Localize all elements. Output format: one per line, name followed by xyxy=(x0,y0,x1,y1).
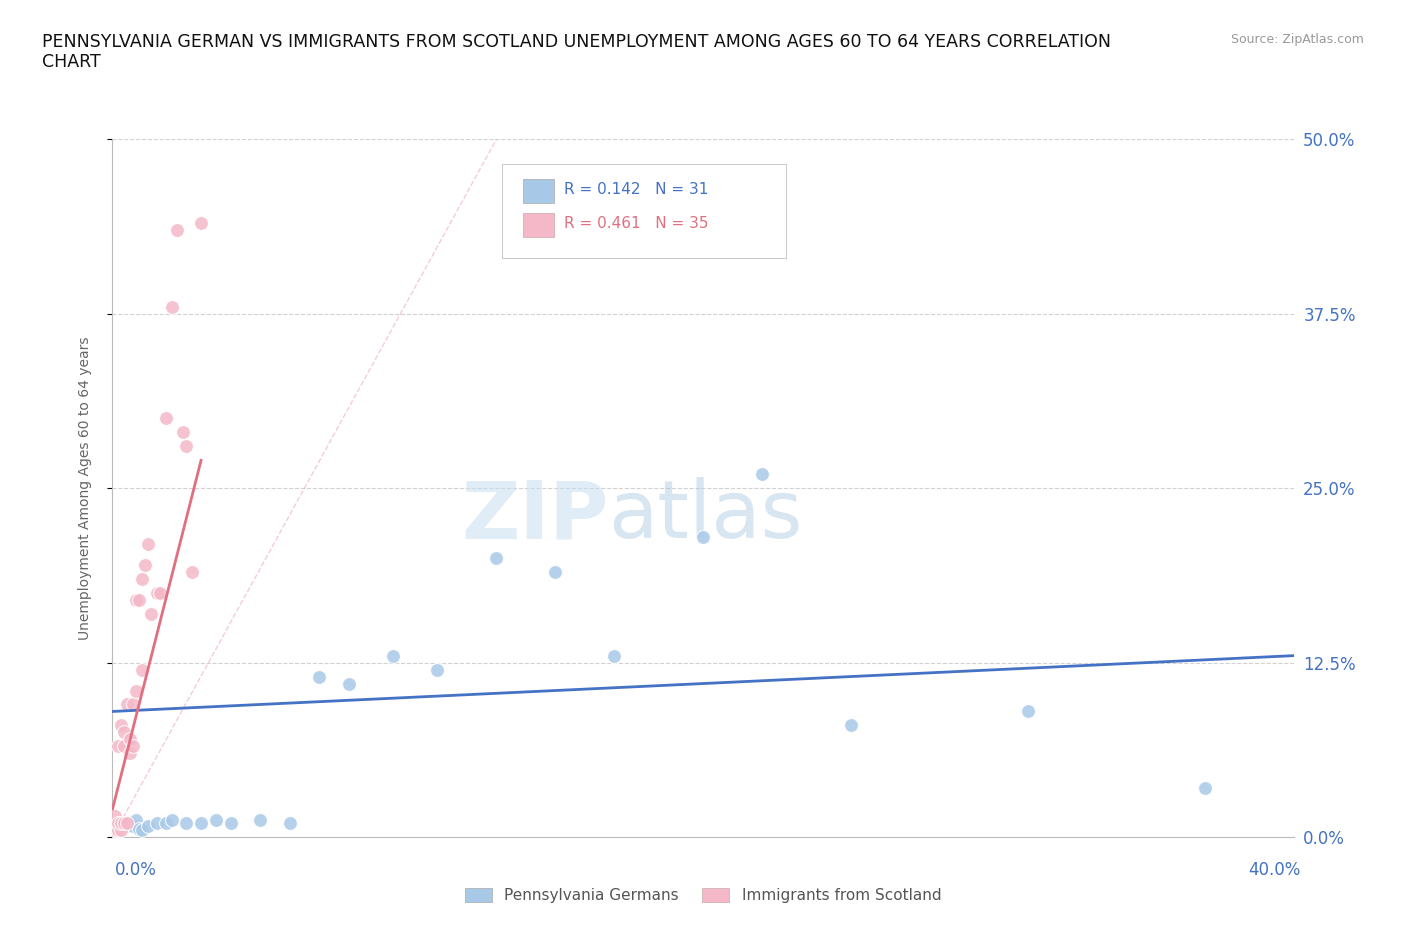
Point xyxy=(692,530,714,545)
Point xyxy=(128,821,150,836)
Legend: Pennsylvania Germans, Immigrants from Scotland: Pennsylvania Germans, Immigrants from Sc… xyxy=(458,883,948,910)
FancyBboxPatch shape xyxy=(523,179,554,203)
Point xyxy=(149,586,172,601)
Text: Source: ZipAtlas.com: Source: ZipAtlas.com xyxy=(1230,33,1364,46)
Text: R = 0.461   N = 35: R = 0.461 N = 35 xyxy=(564,216,709,231)
Point xyxy=(160,813,183,828)
Y-axis label: Unemployment Among Ages 60 to 64 years: Unemployment Among Ages 60 to 64 years xyxy=(77,337,91,640)
Point xyxy=(107,816,129,830)
Point xyxy=(104,823,127,838)
Point xyxy=(174,439,197,454)
Point xyxy=(117,816,138,830)
Point xyxy=(139,606,162,621)
Point xyxy=(120,816,142,830)
Point xyxy=(205,813,228,828)
Point xyxy=(172,425,194,440)
Point xyxy=(219,816,242,830)
Point xyxy=(181,565,204,579)
Point xyxy=(174,816,197,830)
Point xyxy=(136,818,159,833)
Point xyxy=(136,537,159,551)
FancyBboxPatch shape xyxy=(523,213,554,237)
Point xyxy=(131,823,153,838)
Point xyxy=(131,662,153,677)
Point xyxy=(134,558,156,573)
Point xyxy=(128,592,150,607)
Point xyxy=(125,683,148,698)
Point xyxy=(544,565,567,579)
Text: 0.0%: 0.0% xyxy=(115,860,157,879)
Point xyxy=(125,813,148,828)
Point xyxy=(120,746,142,761)
Point xyxy=(112,816,135,830)
Point xyxy=(155,411,177,426)
Point xyxy=(1194,781,1216,796)
Point xyxy=(190,816,212,830)
FancyBboxPatch shape xyxy=(502,164,786,259)
Point xyxy=(839,718,862,733)
Point xyxy=(337,676,360,691)
Point xyxy=(166,223,188,238)
Point xyxy=(117,818,138,833)
Point xyxy=(122,738,145,753)
Point xyxy=(160,299,183,314)
Point xyxy=(278,816,301,830)
Point xyxy=(112,816,135,830)
Point xyxy=(112,725,135,740)
Point xyxy=(426,662,449,677)
Point xyxy=(104,809,127,824)
Point xyxy=(485,551,508,565)
Text: ZIP: ZIP xyxy=(461,477,609,555)
Point xyxy=(112,738,135,753)
Point xyxy=(110,823,132,838)
Point xyxy=(117,698,138,712)
Point xyxy=(110,816,132,830)
Point xyxy=(110,823,132,838)
Point xyxy=(104,816,127,830)
Text: 40.0%: 40.0% xyxy=(1249,860,1301,879)
Point xyxy=(125,592,148,607)
Point xyxy=(308,670,330,684)
Point xyxy=(146,586,169,601)
Point xyxy=(146,816,169,830)
Point xyxy=(122,818,145,833)
Text: R = 0.142   N = 31: R = 0.142 N = 31 xyxy=(564,181,709,196)
Point xyxy=(131,571,153,587)
Point xyxy=(110,718,132,733)
Point xyxy=(190,216,212,231)
Point xyxy=(120,732,142,747)
Point xyxy=(751,467,773,482)
Point xyxy=(249,813,271,828)
Text: PENNSYLVANIA GERMAN VS IMMIGRANTS FROM SCOTLAND UNEMPLOYMENT AMONG AGES 60 TO 64: PENNSYLVANIA GERMAN VS IMMIGRANTS FROM S… xyxy=(42,33,1111,72)
Point xyxy=(107,738,129,753)
Point xyxy=(107,816,129,830)
Text: atlas: atlas xyxy=(609,477,803,555)
Point xyxy=(1017,704,1039,719)
Point xyxy=(107,823,129,838)
Point xyxy=(155,816,177,830)
Point xyxy=(603,648,626,663)
Point xyxy=(122,698,145,712)
Point xyxy=(382,648,405,663)
